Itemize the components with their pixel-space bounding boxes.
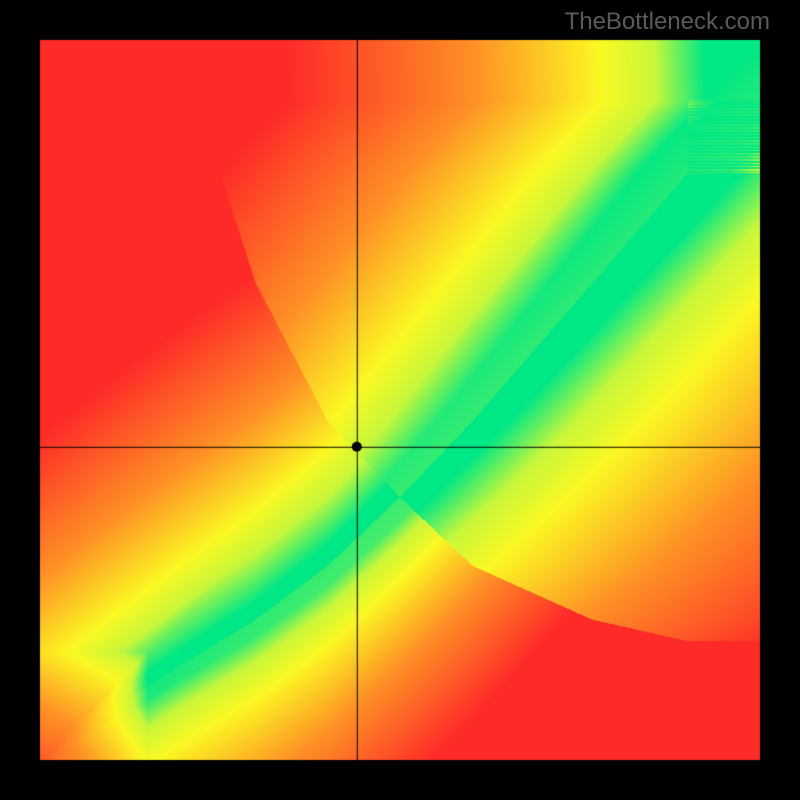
bottleneck-heatmap-canvas	[0, 0, 800, 800]
chart-container: TheBottleneck.com	[0, 0, 800, 800]
watermark-text: TheBottleneck.com	[565, 8, 770, 36]
